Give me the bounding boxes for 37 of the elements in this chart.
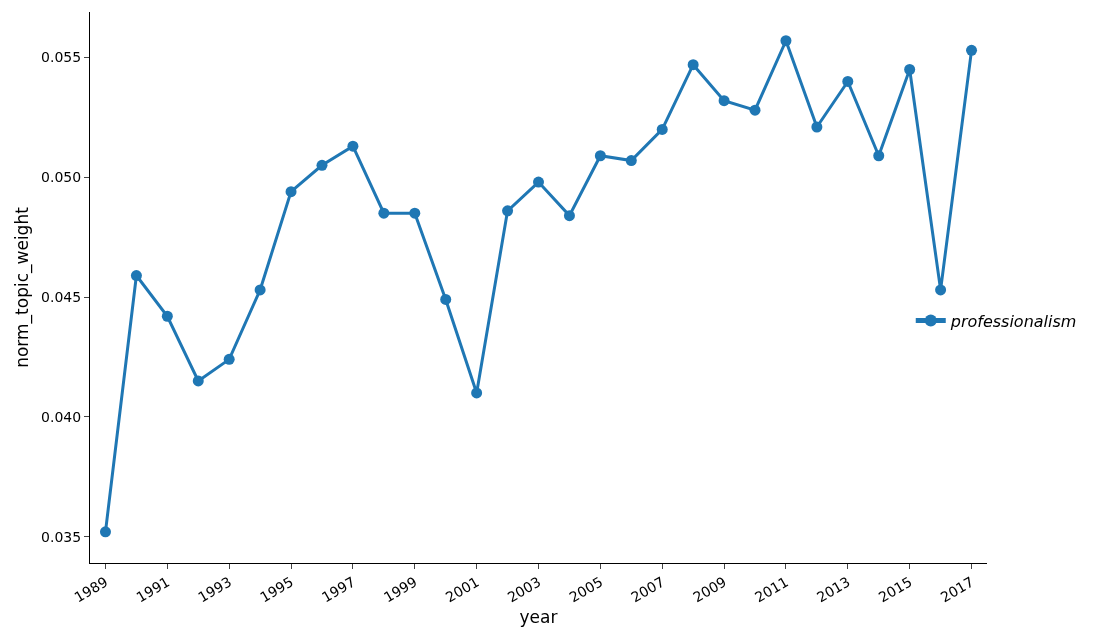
point xyxy=(904,64,916,75)
point xyxy=(625,155,637,167)
point xyxy=(563,210,575,222)
y-axis-title: norm_topic_weight xyxy=(11,206,33,368)
y-tick-label: 0.055 xyxy=(41,49,82,66)
x-axis-title: year xyxy=(519,606,558,627)
point xyxy=(780,35,792,47)
point xyxy=(471,387,483,399)
point xyxy=(409,207,421,219)
point xyxy=(749,104,761,116)
point xyxy=(347,140,359,152)
point xyxy=(161,310,173,322)
y-tick-label: 0.040 xyxy=(41,408,82,425)
point xyxy=(285,186,297,198)
point xyxy=(502,205,514,217)
point xyxy=(223,353,235,365)
point xyxy=(873,150,885,162)
point xyxy=(130,270,142,282)
point xyxy=(718,95,730,107)
point xyxy=(99,526,111,538)
point xyxy=(594,150,606,162)
point xyxy=(378,207,390,219)
point xyxy=(842,75,854,87)
legend-label: professionalism xyxy=(949,311,1077,331)
point xyxy=(687,59,699,71)
point xyxy=(192,375,204,387)
point xyxy=(440,293,452,305)
point xyxy=(935,284,947,296)
point xyxy=(533,176,544,188)
y-tick-label: 0.050 xyxy=(41,169,82,186)
point xyxy=(811,121,823,133)
y-tick-label: 0.035 xyxy=(41,528,82,545)
y-tick-label: 0.045 xyxy=(41,288,82,305)
point xyxy=(316,159,328,171)
point xyxy=(656,123,668,135)
point xyxy=(254,284,266,296)
point xyxy=(966,44,978,56)
